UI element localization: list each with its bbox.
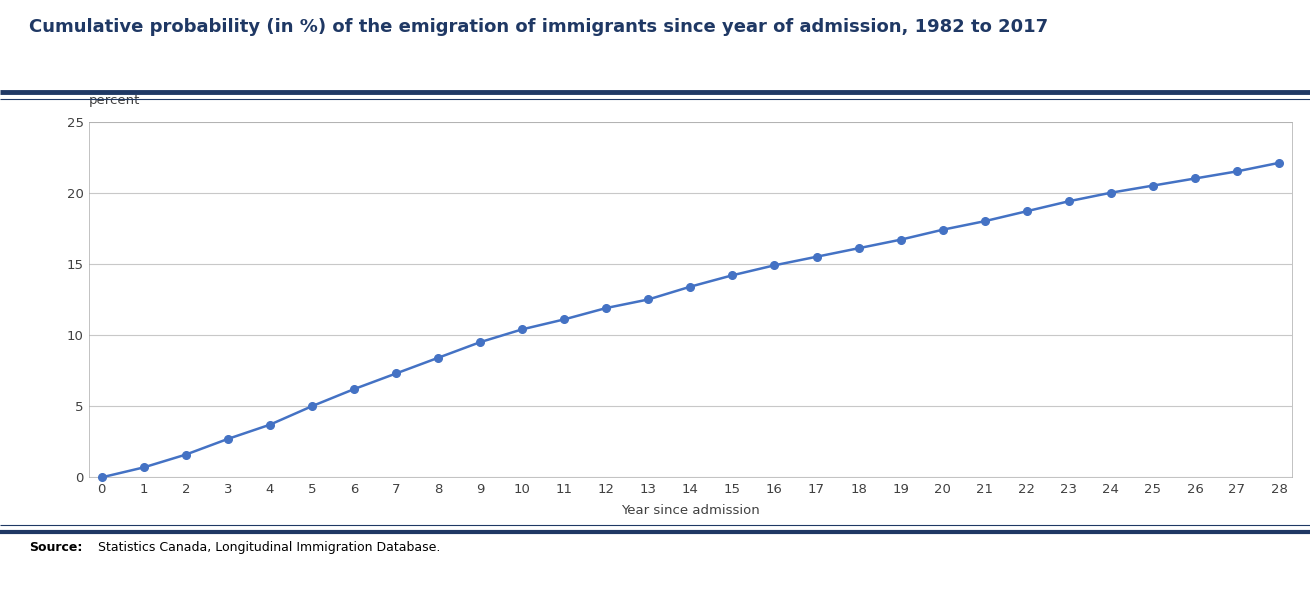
X-axis label: Year since admission: Year since admission bbox=[621, 504, 760, 517]
Text: Source:: Source: bbox=[29, 541, 83, 554]
Text: Cumulative probability (in %) of the emigration of immigrants since year of admi: Cumulative probability (in %) of the emi… bbox=[29, 18, 1048, 36]
Text: percent: percent bbox=[89, 94, 140, 107]
Text: Statistics Canada, Longitudinal Immigration Database.: Statistics Canada, Longitudinal Immigrat… bbox=[94, 541, 440, 554]
